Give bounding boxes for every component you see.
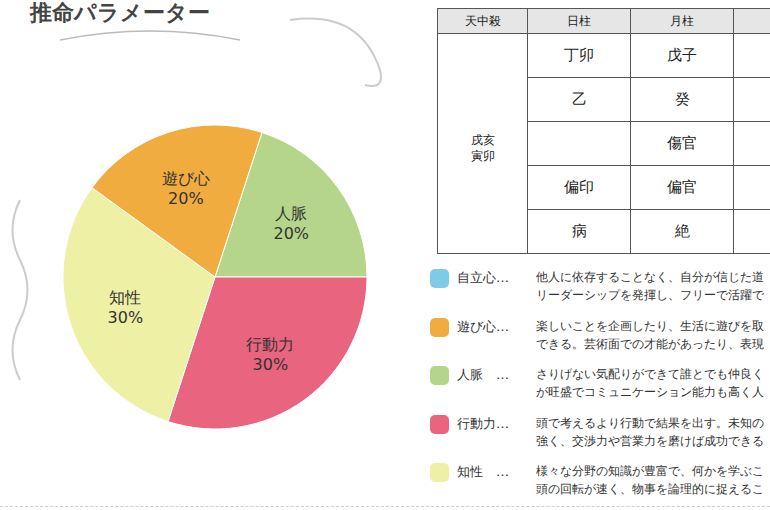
html-text:リーダーシップを発揮し、フリーで活躍で: リーダーシップを発揮し、フリーで活躍で: [536, 288, 764, 302]
html-text:人脈 …: 人脈 …: [457, 367, 509, 382]
html-text:寅卯: 寅卯: [470, 148, 495, 163]
html-text:頭で考えるより行動で結果を出す。未知の: 頭で考えるより行動で結果を出す。未知の: [536, 415, 764, 430]
svg-text:人脈20%: 人脈20%: [273, 204, 309, 243]
html-text:他人に依存することなく、自分が信じた道: 他人に依存することなく、自分が信じた道: [536, 270, 764, 284]
html-text:強く、交渉力や営業力を磨けば成功できる: 強く、交渉力や営業力を磨けば成功できる: [536, 433, 764, 448]
html-text:日柱: 日柱: [567, 13, 591, 28]
html-text:丁卯: 丁卯: [564, 46, 594, 64]
html-text:戌亥: 戌亥: [470, 132, 495, 147]
html-text:絶: 絶: [674, 222, 690, 240]
html-text:傷官: 傷官: [667, 134, 697, 152]
html-text:自立心…: 自立心…: [457, 270, 509, 285]
html-text:癸: 癸: [674, 90, 690, 108]
html-text:さりげない気配りができて誰とでも仲良く: さりげない気配りができて誰とでも仲良く: [536, 367, 764, 381]
html-text:様々な分野の知識が豊富で、何かを学ぶこ: 様々な分野の知識が豊富で、何かを学ぶこ: [536, 464, 764, 478]
svg-text:遊び心20%: 遊び心20%: [162, 169, 210, 208]
html-text:遊び心…: 遊び心…: [457, 318, 509, 334]
html-text:推命パラメーター: 推命パラメーター: [30, 0, 210, 25]
html-text:頭の回転が速く、物事を論理的に捉えるこ: 頭の回転が速く、物事を論理的に捉えるこ: [536, 482, 764, 496]
html-text:できる。芸術面での才能があったり、表現: できる。芸術面での才能があったり、表現: [536, 336, 764, 351]
html-text:月柱: 月柱: [670, 13, 694, 28]
html-text:知性 …: 知性 …: [457, 464, 509, 479]
html-text:偏印: 偏印: [564, 178, 594, 196]
html-text:が旺盛でコミュニケーション能力も高く人: が旺盛でコミュニケーション能力も高く人: [536, 385, 764, 399]
html-text:天中殺: 天中殺: [464, 13, 501, 28]
html-text:病: 病: [571, 222, 587, 240]
html-text:乙: 乙: [571, 90, 587, 108]
svg-text:知性30%: 知性30%: [108, 288, 144, 327]
html-text:楽しいことを企画したり、生活に遊びを取: 楽しいことを企画したり、生活に遊びを取: [536, 318, 764, 333]
html-text:行動力…: 行動力…: [457, 415, 509, 431]
html-text:偏官: 偏官: [667, 178, 697, 196]
svg-text:行動力30%: 行動力30%: [246, 335, 294, 374]
html-text:戊子: 戊子: [667, 46, 697, 64]
